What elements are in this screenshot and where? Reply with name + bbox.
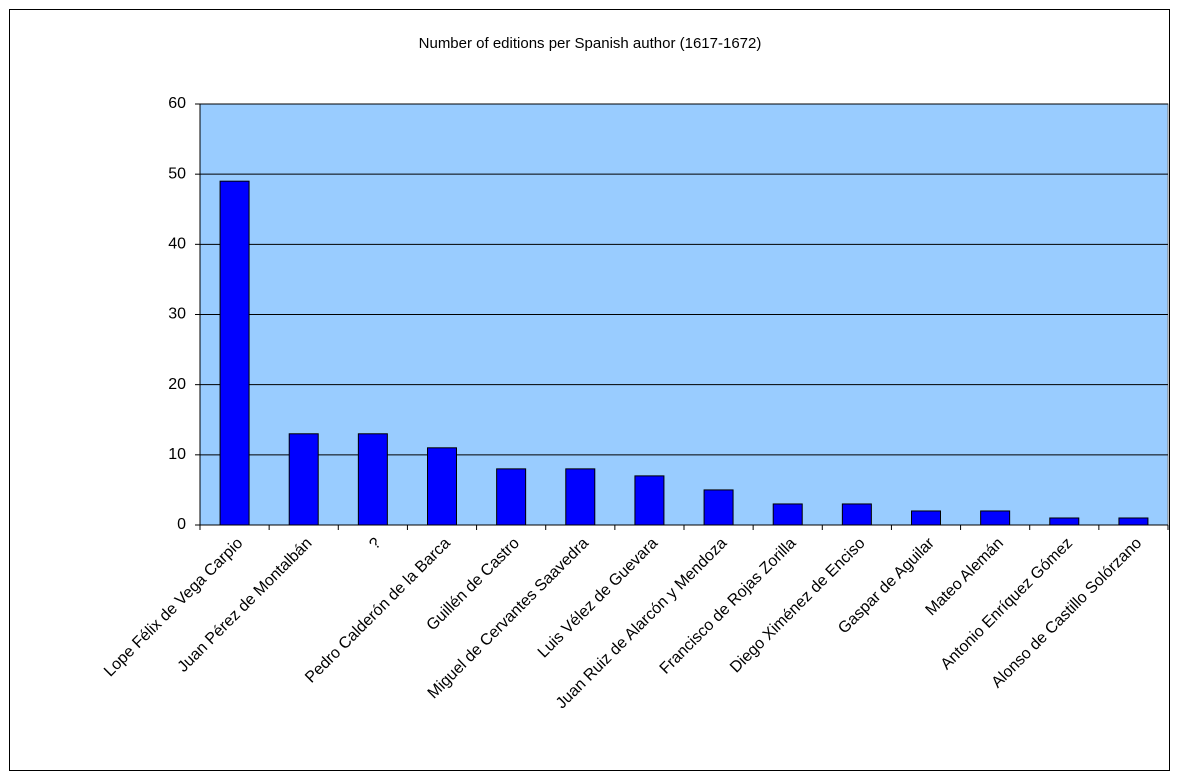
bar: [1049, 517, 1080, 526]
y-tick-label: 40: [168, 236, 186, 253]
bar: [772, 503, 803, 526]
bar: [911, 510, 941, 526]
bar: [980, 510, 1011, 526]
bar: [634, 475, 665, 526]
y-tick-label: 50: [168, 165, 186, 182]
bar: [357, 433, 388, 526]
y-tick-label: 20: [168, 376, 186, 393]
bar: [565, 468, 596, 526]
y-tick-label: 30: [168, 306, 186, 323]
y-tick-label: 0: [177, 516, 186, 533]
bar: [1118, 517, 1149, 526]
chart-title: Number of editions per Spanish author (1…: [419, 35, 762, 52]
y-tick-label: 60: [168, 95, 186, 112]
y-tick-label: 10: [168, 446, 186, 463]
bar: [496, 468, 527, 526]
bar: [841, 503, 872, 526]
bar: [703, 489, 734, 526]
bar: [288, 433, 319, 526]
bar: [219, 180, 250, 526]
bar: [427, 447, 457, 526]
